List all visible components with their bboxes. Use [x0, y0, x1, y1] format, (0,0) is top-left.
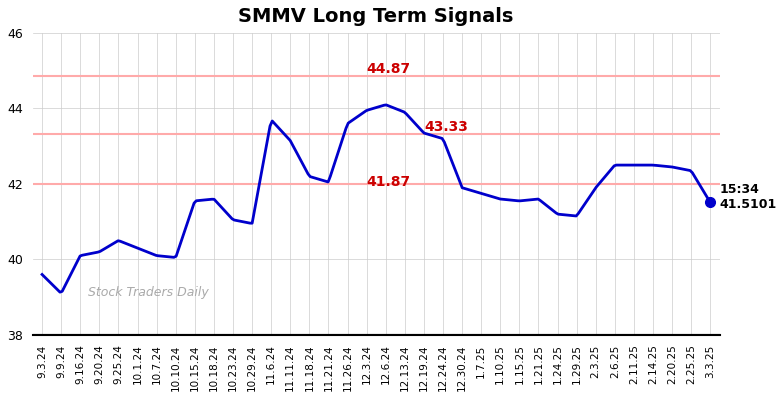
- Title: SMMV Long Term Signals: SMMV Long Term Signals: [238, 7, 514, 26]
- Text: Stock Traders Daily: Stock Traders Daily: [88, 286, 209, 298]
- Text: 44.87: 44.87: [367, 62, 411, 76]
- Text: 43.33: 43.33: [424, 120, 468, 134]
- Text: 15:34
41.5101: 15:34 41.5101: [720, 183, 777, 211]
- Text: 41.87: 41.87: [367, 175, 411, 189]
